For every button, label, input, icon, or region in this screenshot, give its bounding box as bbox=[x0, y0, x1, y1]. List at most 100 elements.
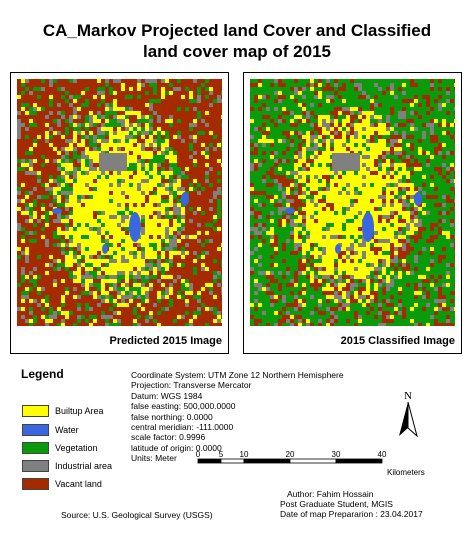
land-cover-cell bbox=[446, 147, 450, 151]
land-cover-cell bbox=[334, 199, 338, 203]
land-cover-cell bbox=[105, 111, 109, 115]
land-cover-cell bbox=[149, 175, 153, 179]
land-cover-cell bbox=[77, 295, 81, 299]
land-cover-cell bbox=[157, 115, 161, 119]
land-cover-cell bbox=[21, 227, 25, 231]
land-cover-cell bbox=[314, 99, 318, 103]
land-cover-cell bbox=[125, 251, 129, 255]
land-cover-cell bbox=[161, 311, 165, 315]
land-cover-cell bbox=[161, 287, 165, 291]
land-cover-cell bbox=[61, 271, 65, 275]
land-cover-cell bbox=[197, 291, 201, 295]
land-cover-cell bbox=[201, 227, 205, 231]
land-cover-cell bbox=[57, 119, 61, 123]
land-cover-cell bbox=[105, 195, 109, 199]
land-cover-cell bbox=[350, 147, 354, 151]
land-cover-cell bbox=[41, 139, 45, 143]
land-cover-cell bbox=[57, 115, 61, 119]
land-cover-cell bbox=[278, 151, 282, 155]
land-cover-cell bbox=[278, 203, 282, 207]
land-cover-cell bbox=[209, 319, 213, 323]
land-cover-cell bbox=[414, 87, 418, 91]
land-cover-cell bbox=[358, 207, 362, 211]
land-cover-cell bbox=[89, 311, 93, 315]
land-cover-cell bbox=[37, 247, 41, 251]
land-cover-cell bbox=[133, 291, 137, 295]
land-cover-cell bbox=[73, 91, 77, 95]
land-cover-cell bbox=[49, 203, 53, 207]
land-cover-cell bbox=[133, 255, 137, 259]
land-cover-cell bbox=[213, 227, 217, 231]
land-cover-cell bbox=[89, 191, 93, 195]
land-cover-cell bbox=[69, 235, 73, 239]
land-cover-cell bbox=[454, 79, 455, 83]
land-cover-cell bbox=[422, 103, 426, 107]
land-cover-cell bbox=[394, 199, 398, 203]
land-cover-cell bbox=[205, 319, 209, 323]
land-cover-cell bbox=[113, 295, 117, 299]
land-cover-cell bbox=[73, 271, 77, 275]
land-cover-cell bbox=[322, 187, 326, 191]
land-cover-cell bbox=[141, 215, 145, 219]
land-cover-cell bbox=[113, 215, 117, 219]
land-cover-cell bbox=[57, 291, 61, 295]
land-cover-cell bbox=[217, 87, 221, 91]
land-cover-cell bbox=[450, 135, 454, 139]
land-cover-cell bbox=[45, 163, 49, 167]
land-cover-cell bbox=[77, 323, 81, 326]
land-cover-cell bbox=[394, 183, 398, 187]
land-cover-cell bbox=[330, 139, 334, 143]
land-cover-cell bbox=[153, 155, 157, 159]
land-cover-cell bbox=[49, 131, 53, 135]
land-cover-cell bbox=[65, 167, 69, 171]
land-cover-cell bbox=[193, 303, 197, 307]
land-cover-cell bbox=[382, 171, 386, 175]
land-cover-cell bbox=[205, 299, 209, 303]
land-cover-cell bbox=[302, 199, 306, 203]
land-cover-cell bbox=[426, 163, 430, 167]
land-cover-cell bbox=[117, 207, 121, 211]
land-cover-cell bbox=[165, 311, 169, 315]
land-cover-cell bbox=[33, 315, 37, 319]
land-cover-cell bbox=[197, 115, 201, 119]
land-cover-cell bbox=[45, 271, 49, 275]
land-cover-cell bbox=[57, 323, 61, 326]
land-cover-cell bbox=[205, 235, 209, 239]
land-cover-cell bbox=[442, 127, 446, 131]
land-cover-cell bbox=[410, 171, 414, 175]
land-cover-cell bbox=[322, 175, 326, 179]
land-cover-cell bbox=[221, 99, 222, 103]
land-cover-cell bbox=[109, 143, 113, 147]
land-cover-cell bbox=[410, 207, 414, 211]
land-cover-cell bbox=[85, 199, 89, 203]
land-cover-cell bbox=[270, 103, 274, 107]
land-cover-cell bbox=[193, 247, 197, 251]
land-cover-cell bbox=[29, 195, 33, 199]
land-cover-cell bbox=[73, 263, 77, 267]
land-cover-cell bbox=[57, 139, 61, 143]
land-cover-cell bbox=[314, 207, 318, 211]
land-cover-cell bbox=[193, 119, 197, 123]
land-cover-cell bbox=[109, 179, 113, 183]
land-cover-cell bbox=[378, 143, 382, 147]
land-cover-cell bbox=[185, 151, 189, 155]
land-cover-cell bbox=[49, 155, 53, 159]
land-cover-cell bbox=[149, 211, 153, 215]
land-cover-cell bbox=[318, 111, 322, 115]
land-cover-cell bbox=[201, 155, 205, 159]
land-cover-cell bbox=[302, 107, 306, 111]
land-cover-cell bbox=[45, 187, 49, 191]
land-cover-cell bbox=[354, 79, 358, 83]
land-cover-cell bbox=[406, 167, 410, 171]
land-cover-cell bbox=[358, 111, 362, 115]
land-cover-cell bbox=[258, 83, 262, 87]
land-cover-cell bbox=[129, 83, 133, 87]
land-cover-cell bbox=[77, 191, 81, 195]
land-cover-cell bbox=[25, 227, 29, 231]
land-cover-cell bbox=[61, 299, 65, 303]
land-cover-cell bbox=[217, 231, 221, 235]
land-cover-cell bbox=[21, 195, 25, 199]
land-cover-cell bbox=[346, 87, 350, 91]
land-cover-cell bbox=[165, 203, 169, 207]
land-cover-cell bbox=[221, 231, 222, 235]
